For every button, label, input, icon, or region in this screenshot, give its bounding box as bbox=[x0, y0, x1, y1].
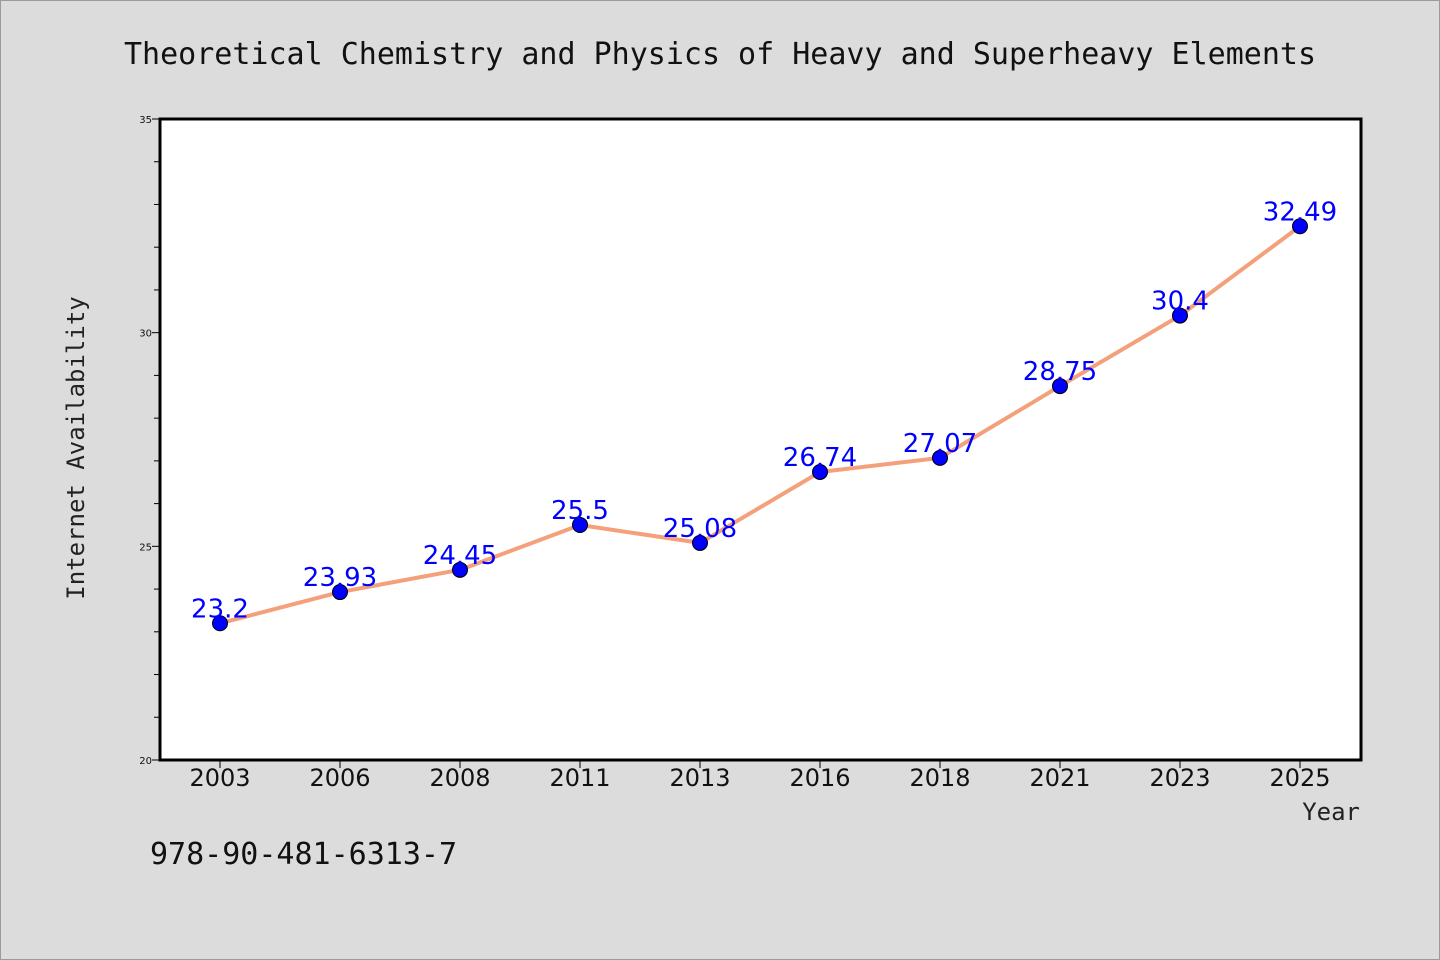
data-label: 32.49 bbox=[1263, 197, 1337, 227]
x-tick-label: 2008 bbox=[429, 764, 490, 792]
x-tick-label: 2018 bbox=[909, 764, 970, 792]
chart-title: Theoretical Chemistry and Physics of Hea… bbox=[124, 37, 1316, 72]
x-tick-label: 2025 bbox=[1269, 764, 1330, 792]
data-point bbox=[332, 584, 348, 601]
data-label: 30.4 bbox=[1151, 287, 1209, 317]
data-label: 23.2 bbox=[191, 594, 249, 624]
x-tick-label: 2003 bbox=[189, 764, 250, 792]
data-point bbox=[452, 561, 468, 578]
y-axis-label: Internet Availability bbox=[62, 296, 90, 599]
x-tick-label: 2006 bbox=[309, 764, 370, 792]
y-tick-label: 35 bbox=[139, 115, 152, 126]
data-point bbox=[1052, 378, 1068, 395]
series-line bbox=[218, 224, 1302, 626]
y-tick-label: 25 bbox=[139, 542, 152, 553]
data-point bbox=[1292, 218, 1308, 235]
x-tick-label: 2011 bbox=[549, 764, 610, 792]
x-tick-label: 2021 bbox=[1029, 764, 1090, 792]
isbn-footer: 978-90-481-6313-7 bbox=[150, 837, 457, 872]
data-label: 25.08 bbox=[663, 514, 737, 544]
data-label: 23.93 bbox=[303, 563, 377, 593]
data-label: 28.75 bbox=[1023, 357, 1097, 387]
y-tick-label: 20 bbox=[139, 756, 152, 767]
data-label: 25.5 bbox=[551, 496, 609, 526]
y-tick-label: 30 bbox=[139, 329, 152, 340]
data-label: 27.07 bbox=[903, 429, 977, 459]
x-tick-label: 2013 bbox=[669, 764, 730, 792]
data-point bbox=[692, 534, 708, 551]
data-point bbox=[572, 516, 588, 533]
x-tick-label: 2023 bbox=[1149, 764, 1210, 792]
x-tick-label: 2016 bbox=[789, 764, 850, 792]
data-point bbox=[812, 463, 828, 480]
data-point bbox=[212, 615, 228, 632]
data-label: 24.45 bbox=[423, 541, 497, 571]
x-axis: 2003 2006 2008 2011 2013 2016 2018 2021 2023 2025 bbox=[189, 760, 1331, 792]
series-layer: 23.2 23.93 24.45 25.5 25.08 26.74 27.07 28.75 30… bbox=[191, 197, 1337, 632]
x-axis-label: Year bbox=[1302, 798, 1360, 826]
data-label: 26.74 bbox=[783, 443, 857, 473]
plot-area bbox=[158, 117, 1363, 762]
y-axis: 20 25 30 35 bbox=[139, 115, 160, 767]
data-point bbox=[1172, 307, 1188, 324]
data-point bbox=[932, 449, 948, 466]
